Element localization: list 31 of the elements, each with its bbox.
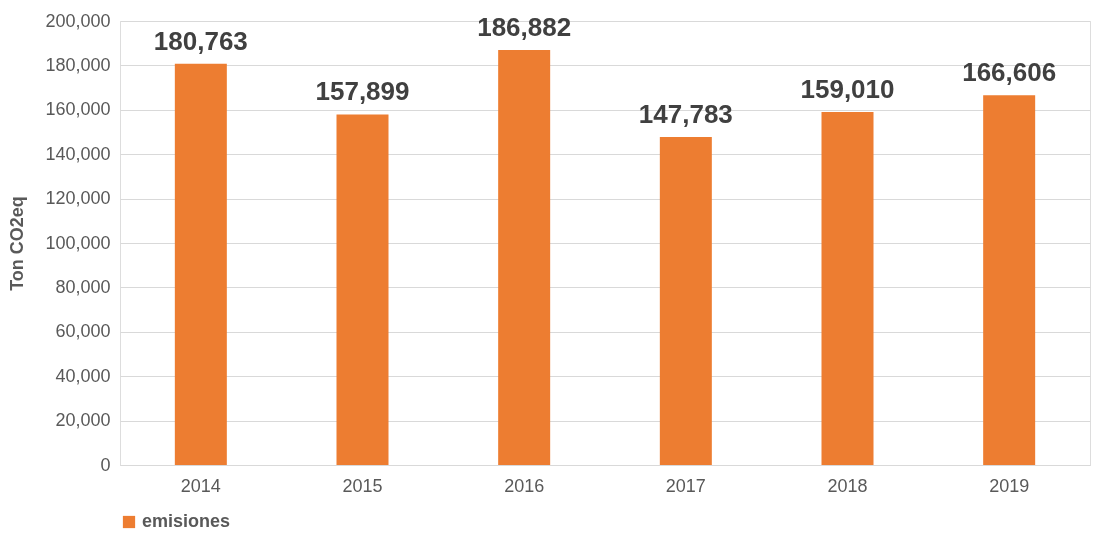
y-axis-title: Ton CO2eq xyxy=(7,196,28,291)
data-label: 159,010 xyxy=(800,74,895,104)
y-tick-label: 100,000 xyxy=(45,232,111,253)
bar xyxy=(336,114,389,465)
y-tick-label: 40,000 xyxy=(55,365,111,386)
data-label: 157,899 xyxy=(315,76,410,107)
x-tick-label: 2018 xyxy=(827,475,868,496)
bar xyxy=(659,136,712,465)
y-tick-label: 60,000 xyxy=(55,321,111,342)
bar xyxy=(498,50,551,465)
x-tick-label: 2014 xyxy=(180,475,221,496)
data-label: 166,606 xyxy=(962,57,1057,88)
x-tick-label: 2015 xyxy=(342,475,383,496)
data-label: 186,882 xyxy=(477,12,572,43)
y-tick-label: 120,000 xyxy=(45,188,111,209)
x-tick-label: 2017 xyxy=(665,475,706,496)
y-tick-label: 140,000 xyxy=(45,143,111,164)
data-label: 147,783 xyxy=(638,98,733,129)
y-tick-label: 180,000 xyxy=(45,54,111,75)
y-tick-label: 0 xyxy=(100,454,111,475)
legend-label: emisiones xyxy=(142,511,231,531)
y-tick-label: 160,000 xyxy=(45,99,111,120)
y-tick-label: 20,000 xyxy=(55,410,111,431)
bar xyxy=(983,95,1036,465)
y-tick-label: 80,000 xyxy=(55,276,111,297)
y-tick-label: 200,000 xyxy=(45,10,111,31)
bar xyxy=(174,63,227,465)
data-label: 180,763 xyxy=(153,25,248,56)
x-tick-label: 2019 xyxy=(989,475,1030,496)
bar xyxy=(821,112,874,465)
x-tick-label: 2016 xyxy=(504,475,545,496)
